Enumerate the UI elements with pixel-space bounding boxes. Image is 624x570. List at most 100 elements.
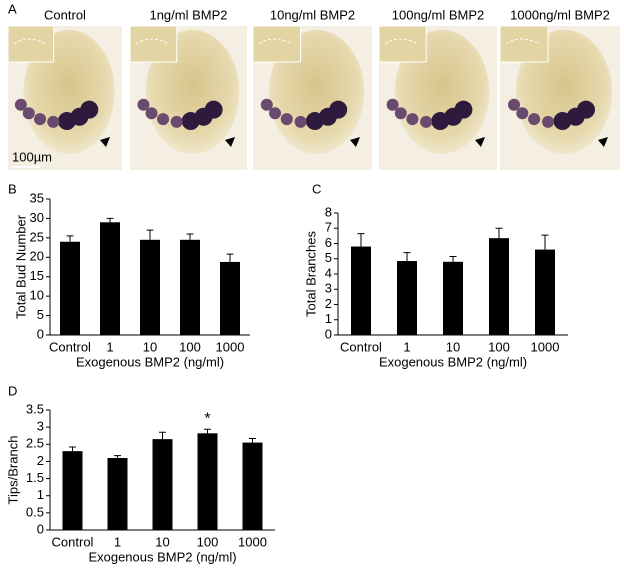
inset <box>252 25 302 63</box>
stained-bud <box>420 115 433 128</box>
x-tick-label: 10 <box>155 534 169 549</box>
x-axis-label: Exogenous BMP2 (ng/ml) <box>76 354 224 369</box>
image-title: 100ng/ml BMP2 <box>392 7 485 22</box>
arrowhead <box>350 137 360 147</box>
image-title: 1ng/ml BMP2 <box>149 7 227 22</box>
y-tick-label: 15 <box>30 268 44 283</box>
y-tick-label: 35 <box>30 190 44 205</box>
bar <box>60 241 80 335</box>
y-tick-label: 1 <box>325 311 332 326</box>
error-bar <box>66 235 74 242</box>
image-title: Control <box>44 7 86 22</box>
scale-bar-label: 100µm <box>12 149 52 164</box>
x-axis-label: Exogenous BMP2 (ng/ml) <box>88 549 236 564</box>
stained-bud <box>170 115 183 128</box>
y-tick-label: 10 <box>30 288 44 303</box>
error-bar <box>495 227 503 239</box>
x-tick-label: Control <box>52 534 94 549</box>
inset-outline <box>258 38 293 45</box>
x-tick-label: 100 <box>488 339 510 354</box>
stained-bud <box>137 98 150 111</box>
error-bar <box>449 255 457 262</box>
bar <box>242 442 263 530</box>
stained-bud <box>507 98 520 111</box>
error-bar <box>226 253 234 262</box>
stained-bud <box>305 112 324 131</box>
stained-bud <box>57 112 76 131</box>
y-tick-label: 4 <box>325 265 332 280</box>
error-bar <box>106 217 114 223</box>
x-axis-label: Exogenous BMP2 (ng/ml) <box>379 354 527 369</box>
stained-bud <box>280 113 293 126</box>
bar <box>152 439 173 530</box>
stained-bud <box>145 107 158 120</box>
panel-label: B <box>8 181 17 196</box>
x-tick-label: 1 <box>114 534 121 549</box>
stained-bud <box>386 98 399 111</box>
y-tick-label: 7 <box>325 220 332 235</box>
error-bar <box>69 446 76 452</box>
y-tick-label: 2 <box>37 453 44 468</box>
bar <box>489 238 509 335</box>
y-tick-label: 30 <box>30 210 44 225</box>
error-bar <box>114 455 121 458</box>
x-tick-label: 100 <box>179 339 201 354</box>
error-bar <box>403 252 411 262</box>
x-tick-label: 1 <box>106 339 113 354</box>
y-tick-label: 5 <box>325 250 332 265</box>
error-bar <box>541 234 549 250</box>
stained-bud <box>528 113 541 126</box>
error-bar <box>357 233 365 247</box>
x-tick-label: 1000 <box>216 339 245 354</box>
y-tick-label: 3 <box>325 281 332 296</box>
y-tick-label: 0 <box>37 521 44 536</box>
arrowhead <box>225 137 235 147</box>
arrowhead <box>475 137 485 147</box>
panel-label: C <box>312 181 321 196</box>
stained-bud <box>406 113 419 126</box>
y-tick-label: 1 <box>37 487 44 502</box>
inset <box>378 25 427 63</box>
arrowhead <box>100 137 110 147</box>
inset <box>7 25 55 63</box>
x-tick-label: Control <box>49 339 91 354</box>
error-bar <box>249 437 256 443</box>
bar <box>351 246 371 335</box>
error-bar <box>159 431 166 440</box>
y-tick-label: 3 <box>37 419 44 434</box>
inset-outline <box>505 38 540 45</box>
arrowhead <box>598 137 608 147</box>
bar <box>180 239 200 335</box>
stained-bud <box>553 112 572 131</box>
bar <box>197 433 218 530</box>
error-bar <box>186 233 194 240</box>
significance-marker: * <box>204 410 210 427</box>
panel-label: D <box>8 383 17 398</box>
stained-bud <box>294 115 307 128</box>
inset-outline <box>135 38 169 45</box>
y-tick-label: 20 <box>30 249 44 264</box>
stained-bud <box>516 107 529 120</box>
y-tick-label: 3.5 <box>26 401 44 416</box>
y-tick-label: 2 <box>325 296 332 311</box>
x-tick-label: Control <box>340 339 382 354</box>
bar <box>107 458 128 530</box>
y-tick-label: 8 <box>325 204 332 219</box>
bar <box>397 261 417 335</box>
inset-outline <box>13 38 47 45</box>
inset <box>499 25 549 63</box>
stained-bud <box>34 113 47 126</box>
y-tick-label: 1.5 <box>26 470 44 485</box>
inset <box>129 25 178 63</box>
panel-label: A <box>8 1 17 16</box>
x-tick-label: 1000 <box>531 339 560 354</box>
x-tick-label: 10 <box>446 339 460 354</box>
stained-bud <box>431 112 450 131</box>
bar <box>140 239 160 335</box>
stained-bud <box>47 115 60 128</box>
inset-outline <box>384 38 419 45</box>
stained-bud <box>542 115 555 128</box>
y-tick-label: 0.5 <box>26 504 44 519</box>
stained-bud <box>394 107 407 120</box>
